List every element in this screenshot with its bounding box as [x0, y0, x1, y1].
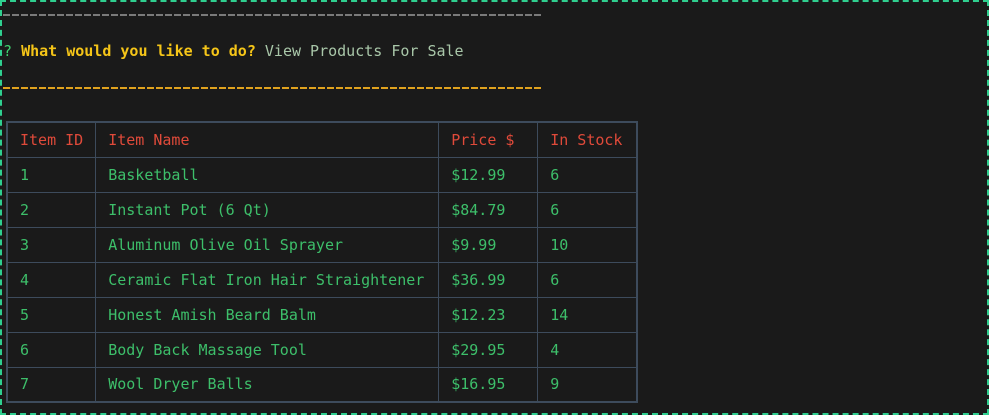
cell-item-name: Ceramic Flat Iron Hair Straightener — [95, 261, 440, 298]
cell-price: $16.95 — [438, 366, 539, 403]
table-row: 2 Instant Pot (6 Qt) $84.79 6 — [6, 191, 638, 228]
header-in-stock: In Stock — [537, 121, 638, 158]
bottom-separator — [3, 87, 541, 89]
products-table: Item ID Item Name Price $ In Stock 1 Bas… — [6, 121, 638, 403]
cell-item-id: 5 — [6, 296, 97, 333]
cell-item-id: 2 — [6, 191, 97, 228]
prompt-answer: View Products For Sale — [264, 42, 464, 60]
cell-in-stock: 6 — [537, 191, 638, 228]
cell-price: $36.99 — [438, 261, 539, 298]
cell-item-name: Instant Pot (6 Qt) — [95, 191, 440, 228]
cell-in-stock: 9 — [537, 366, 638, 403]
table-row: 6 Body Back Massage Tool $29.95 4 — [6, 331, 638, 368]
cell-in-stock: 14 — [537, 296, 638, 333]
cell-in-stock: 4 — [537, 331, 638, 368]
cell-item-name: Wool Dryer Balls — [95, 366, 440, 403]
inquirer-prompt: ? What would you like to do? View Produc… — [3, 41, 464, 61]
cell-item-name: Basketball — [95, 156, 440, 193]
cell-item-name: Honest Amish Beard Balm — [95, 296, 440, 333]
top-separator — [3, 14, 541, 16]
cell-in-stock: 6 — [537, 261, 638, 298]
cell-item-id: 3 — [6, 226, 97, 263]
cell-price: $9.99 — [438, 226, 539, 263]
header-price: Price $ — [438, 121, 539, 158]
cell-price: $29.95 — [438, 331, 539, 368]
table-row: 7 Wool Dryer Balls $16.95 9 — [6, 366, 638, 403]
cell-price: $12.99 — [438, 156, 539, 193]
cell-item-id: 6 — [6, 331, 97, 368]
cell-price: $84.79 — [438, 191, 539, 228]
table-row: 1 Basketball $12.99 6 — [6, 156, 638, 193]
cell-item-name: Aluminum Olive Oil Sprayer — [95, 226, 440, 263]
table-row: 5 Honest Amish Beard Balm $12.23 14 — [6, 296, 638, 333]
cell-item-name: Body Back Massage Tool — [95, 331, 440, 368]
table-row: 3 Aluminum Olive Oil Sprayer $9.99 10 — [6, 226, 638, 263]
header-item-name: Item Name — [95, 121, 440, 158]
prompt-question: What would you like to do? — [21, 42, 256, 60]
cell-item-id: 4 — [6, 261, 97, 298]
cell-price: $12.23 — [438, 296, 539, 333]
cell-item-id: 7 — [6, 366, 97, 403]
prompt-marker: ? — [3, 42, 13, 60]
table-header-row: Item ID Item Name Price $ In Stock — [6, 121, 638, 158]
cell-item-id: 1 — [6, 156, 97, 193]
table-row: 4 Ceramic Flat Iron Hair Straightener $3… — [6, 261, 638, 298]
header-item-id: Item ID — [6, 121, 97, 158]
cell-in-stock: 6 — [537, 156, 638, 193]
cell-in-stock: 10 — [537, 226, 638, 263]
